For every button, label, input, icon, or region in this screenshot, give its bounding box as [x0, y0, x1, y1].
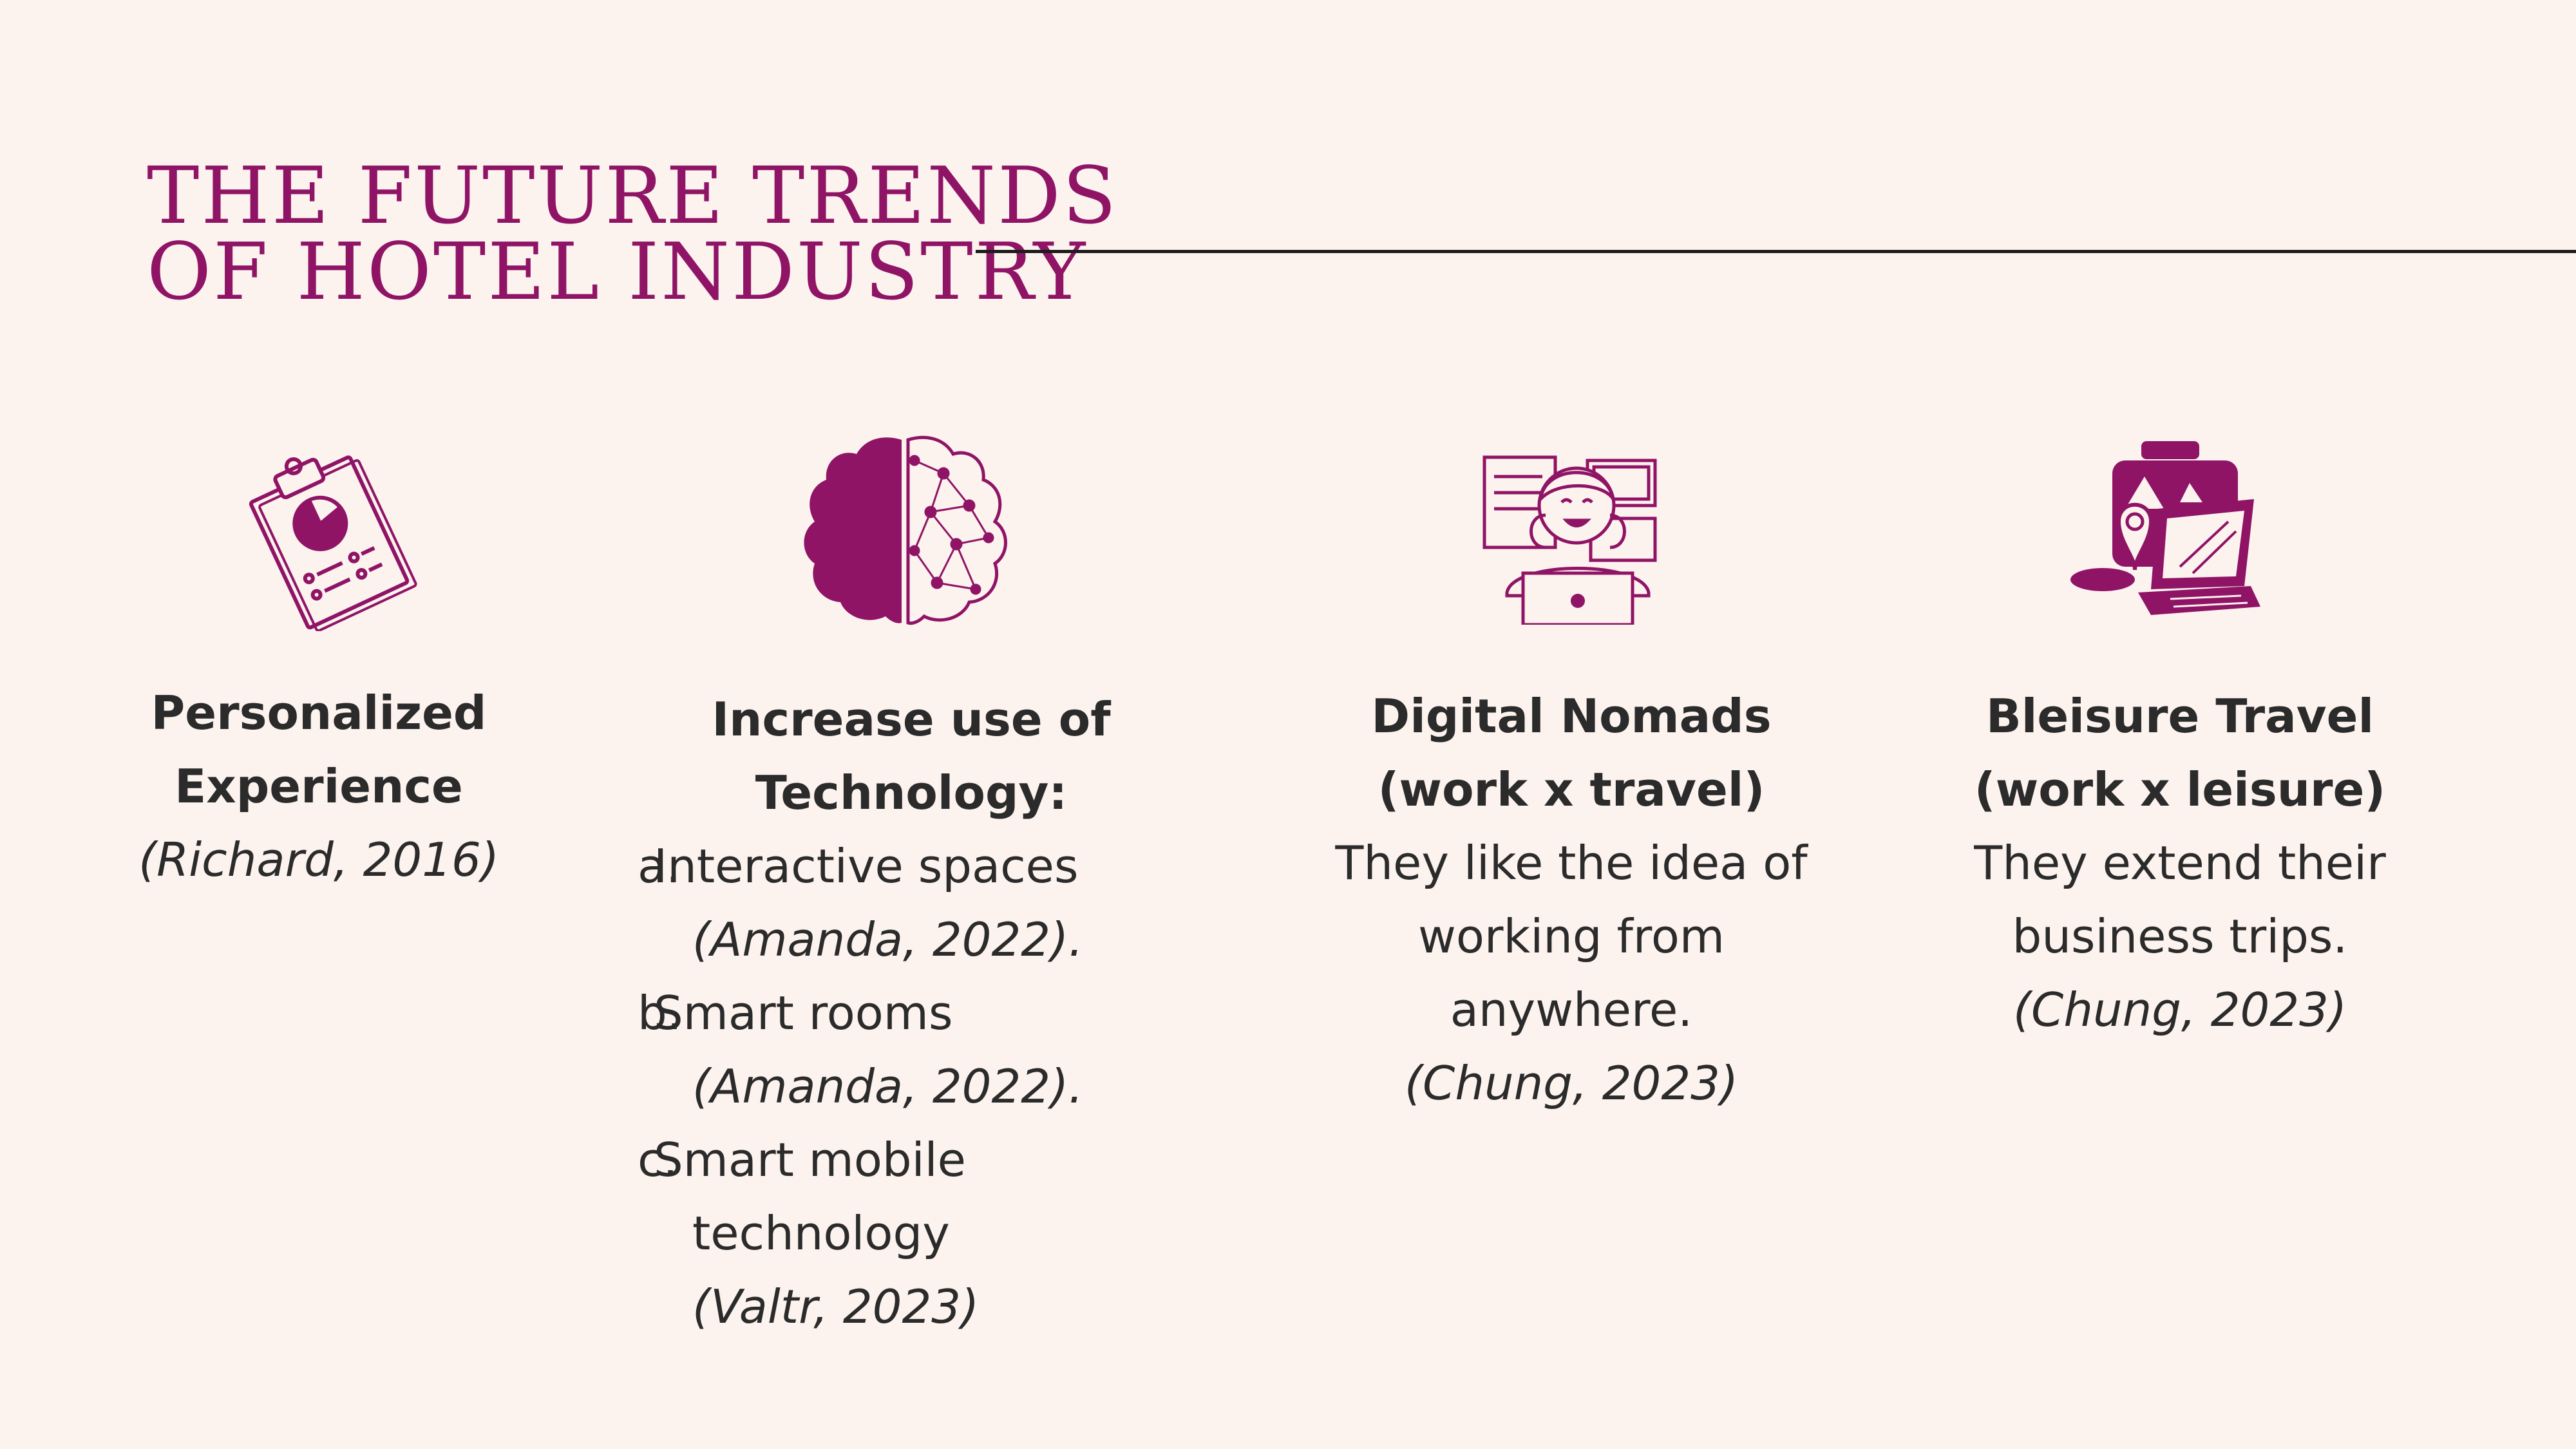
- trend-body: anywhere.: [1450, 983, 1693, 1037]
- item-text: Smart rooms: [654, 986, 953, 1040]
- trend-body: They like the idea of: [1335, 836, 1808, 890]
- list-marker: c.: [638, 1133, 678, 1187]
- trend-body: working from: [1417, 909, 1725, 963]
- trend-body: business trips.: [2012, 909, 2348, 963]
- trend-technology: Increase use of Technology: a. Interacti…: [576, 683, 1246, 1343]
- suitcase-laptop-icon: [2070, 441, 2260, 615]
- list-marker: b.: [638, 986, 682, 1040]
- trend-heading: Personalized: [151, 686, 487, 740]
- trend-heading: Increase use of Technology:: [712, 692, 1111, 820]
- trend-heading: (work x leisure): [1974, 762, 2386, 817]
- item-text: technology: [692, 1206, 950, 1260]
- slide-title: THE FUTURE TRENDS OF HOTEL INDUSTRY: [147, 150, 1119, 317]
- item-text: Smart mobile: [654, 1133, 966, 1187]
- trend-heading: (work x travel): [1378, 762, 1765, 817]
- trend-heading: Bleisure Travel: [1985, 689, 2374, 743]
- citation: (Amanda, 2022).: [692, 1059, 1084, 1113]
- trend-heading: Experience: [175, 759, 463, 813]
- item-text: Interactive spaces: [654, 839, 1079, 893]
- slide-title-line2: OF HOTEL INDUSTRY: [147, 226, 1088, 317]
- citation: (Amanda, 2022).: [692, 913, 1084, 967]
- trend-heading: Digital Nomads: [1371, 689, 1772, 743]
- citation: (Chung, 2023): [2012, 983, 2347, 1037]
- brain-network-icon: [804, 435, 1007, 625]
- list-item: a. Interactive spaces (Amanda, 2022).: [576, 829, 1246, 976]
- trend-digital-nomads: Digital Nomads (work x travel) They like…: [1314, 679, 1829, 1120]
- trend-personalized-experience: Personalized Experience (Richard, 2016): [126, 676, 512, 896]
- remote-worker-laptop-icon: [1482, 455, 1657, 625]
- list-item: b. Smart rooms (Amanda, 2022).: [576, 976, 1246, 1123]
- list-marker: a.: [638, 839, 681, 893]
- trend-body: They extend their: [1974, 836, 2386, 890]
- citation: (Richard, 2016): [138, 833, 499, 887]
- citation: (Chung, 2023): [1404, 1056, 1739, 1110]
- trend-bleisure-travel: Bleisure Travel (work x leisure) They ex…: [1938, 679, 2421, 1046]
- clipboard-chart-icon: [249, 455, 417, 631]
- citation: (Valtr, 2023): [692, 1280, 980, 1334]
- list-item: c. Smart mobile technology (Valtr, 2023): [576, 1123, 1246, 1343]
- slide-title-line1: THE FUTURE TRENDS: [147, 150, 1119, 242]
- title-divider: [976, 250, 2576, 253]
